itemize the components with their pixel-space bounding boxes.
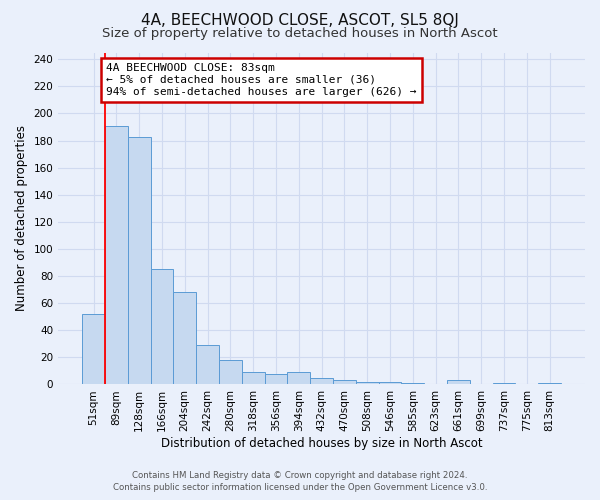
Bar (287, 372, 310, 384)
Bar (242, 372, 265, 384)
Bar (493, 383, 515, 384)
Bar (379, 382, 401, 384)
Bar (265, 374, 287, 384)
Bar (105, 126, 128, 384)
Bar (333, 380, 356, 384)
Bar (401, 383, 424, 384)
Bar (310, 378, 333, 384)
Text: Size of property relative to detached houses in North Ascot: Size of property relative to detached ho… (102, 28, 498, 40)
Text: 4A BEECHWOOD CLOSE: 83sqm
← 5% of detached houses are smaller (36)
94% of semi-d: 4A BEECHWOOD CLOSE: 83sqm ← 5% of detach… (106, 64, 416, 96)
Bar (173, 292, 196, 384)
X-axis label: Distribution of detached houses by size in North Ascot: Distribution of detached houses by size … (161, 437, 482, 450)
Bar (447, 380, 470, 384)
Bar (151, 270, 173, 384)
Text: 4A, BEECHWOOD CLOSE, ASCOT, SL5 8QJ: 4A, BEECHWOOD CLOSE, ASCOT, SL5 8QJ (141, 12, 459, 28)
Bar (82, 314, 105, 384)
Y-axis label: Number of detached properties: Number of detached properties (15, 126, 28, 312)
Bar (219, 360, 242, 384)
Bar (356, 382, 379, 384)
Bar (128, 136, 151, 384)
Bar (196, 345, 219, 385)
Text: Contains HM Land Registry data © Crown copyright and database right 2024.
Contai: Contains HM Land Registry data © Crown c… (113, 471, 487, 492)
Bar (538, 383, 561, 384)
